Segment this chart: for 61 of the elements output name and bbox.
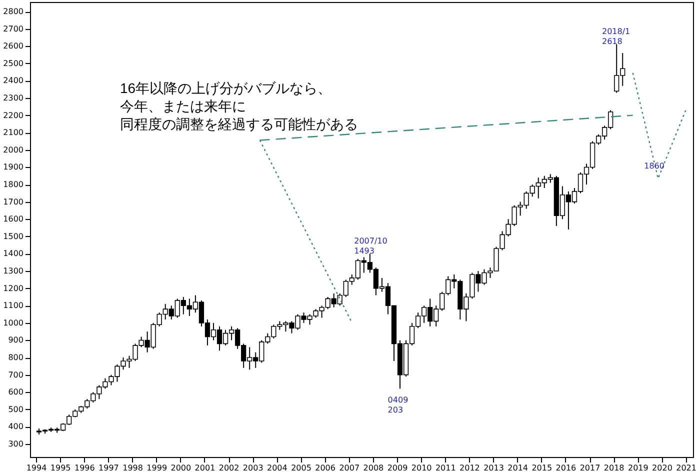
annotation: 今年、または来年に [120,98,246,114]
y-tick-label: 700 [8,370,24,380]
y-tick-label: 2800 [3,7,24,16]
y-tick-label: 1800 [3,180,24,190]
annotation: 同程度の調整を経過する可能性がある [120,116,358,132]
x-tick-label: 2010 [411,464,432,472]
y-tick-label: 1200 [3,284,24,293]
x-tick-label: 2019 [628,464,648,472]
x-tick-label: 2000 [170,464,192,472]
x-tick-label: 2013 [484,464,504,472]
y-tick-label: 500 [8,404,24,414]
y-tick-label: 1100 [3,301,24,310]
annotation: 0409 203 [388,396,408,415]
x-tick-label: 1994 [26,464,47,472]
x-tick-label: 2017 [580,464,600,472]
x-tick-label: 2005 [291,464,312,472]
y-tick-label: 2200 [3,110,24,120]
y-tick-label: 600 [8,388,24,397]
y-tick-label: 2000 [3,145,24,154]
x-tick-label: 2009 [387,464,408,472]
x-tick-label: 2021 [676,464,696,472]
y-tick-label: 1500 [3,232,24,241]
y-tick-label: 2500 [3,58,24,68]
y-tick-label: 2300 [3,94,24,103]
y-tick-label: 1900 [3,162,24,172]
y-tick-label: 1300 [3,266,24,276]
x-tick-label: 2018 [604,464,624,472]
y-tick-label: 2600 [3,42,24,51]
y-tick-label: 2100 [3,128,24,138]
y-tick-label: 400 [8,422,24,432]
x-tick-label: 1996 [74,464,95,472]
x-tick-label: 2012 [460,464,480,472]
y-tick-label: 2700 [3,24,24,34]
x-tick-label: 2020 [652,464,672,472]
x-tick-label: 2004 [266,464,288,472]
x-tick-label: 1999 [146,464,168,472]
x-tick-label: 1997 [98,464,119,472]
x-tick-label: 2015 [532,464,552,472]
y-tick-label: 300 [8,440,24,449]
x-tick-label: 2016 [556,464,576,472]
x-tick-label: 2002 [218,464,240,472]
y-tick-label: 800 [8,353,24,362]
x-tick-label: 2014 [508,464,528,472]
x-tick-label: 2001 [194,464,216,472]
y-tick-label: 1400 [3,249,24,258]
x-tick-label: 2008 [363,464,384,472]
x-tick-label: 2006 [315,464,336,472]
annotation: 1860 [644,161,664,170]
y-tick-label: 2400 [3,76,24,86]
annotation: 2007/10 1493 [354,236,388,256]
x-tick-label: 1995 [50,464,71,472]
x-tick-label: 1998 [122,464,143,472]
x-tick-label: 2011 [435,464,456,472]
x-tick-label: 2003 [242,464,264,472]
y-tick-label: 900 [8,336,24,345]
annotation: 2018/1 2618 [602,27,630,46]
y-tick-label: 1700 [3,197,24,206]
x-tick-label: 2007 [339,464,360,472]
y-tick-label: 1600 [3,214,24,224]
y-tick-label: 1000 [3,318,24,328]
annotation: 16年以降の上げ分がバブルなら、 [120,80,332,96]
